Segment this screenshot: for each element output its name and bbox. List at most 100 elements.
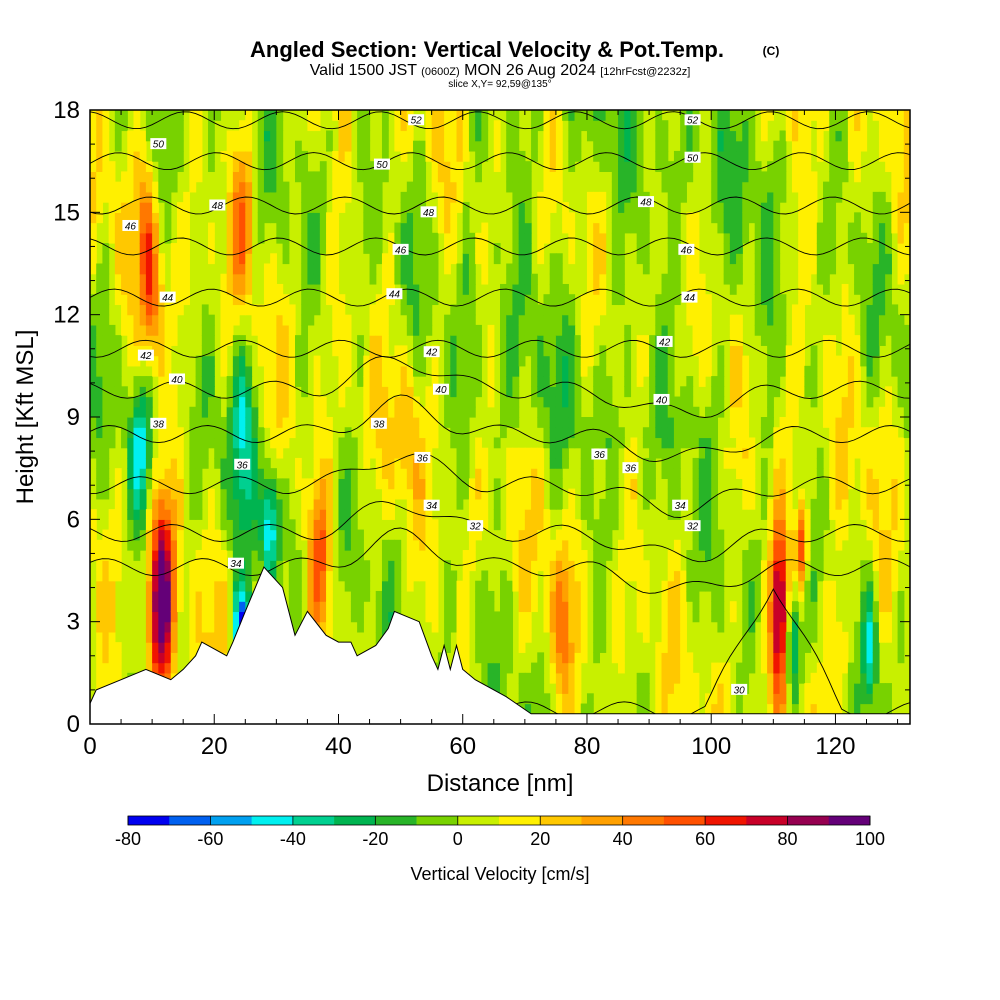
velocity-cell (381, 498, 389, 510)
velocity-cell (673, 652, 681, 664)
velocity-cell (263, 386, 271, 398)
velocity-cell (319, 601, 327, 613)
velocity-cell (456, 263, 464, 275)
velocity-cell (363, 386, 371, 398)
velocity-cell (388, 550, 395, 561)
velocity-cell (170, 488, 178, 500)
velocity-cell (226, 130, 234, 142)
velocity-cell (481, 222, 489, 234)
velocity-cell (239, 509, 246, 520)
velocity-cell (698, 447, 706, 459)
velocity-cell (555, 253, 563, 265)
velocity-cell (711, 376, 719, 387)
velocity-cell (549, 273, 557, 285)
velocity-cell (220, 283, 228, 295)
velocity-cell (518, 631, 526, 643)
velocity-cell (208, 324, 215, 336)
velocity-cell (624, 324, 632, 336)
velocity-cell (189, 570, 197, 582)
velocity-cell (195, 171, 203, 183)
velocity-cell (798, 672, 805, 684)
velocity-cell (512, 386, 520, 398)
velocity-cell (854, 120, 861, 132)
velocity-cell (493, 642, 501, 653)
velocity-cell (611, 120, 619, 132)
velocity-cell (686, 427, 694, 439)
velocity-cell (456, 150, 464, 162)
velocity-cell (419, 529, 427, 541)
velocity-cell (661, 590, 669, 602)
velocity-cell (506, 590, 514, 602)
velocity-cell (624, 550, 632, 561)
velocity-cell (201, 580, 209, 592)
velocity-cell (506, 519, 514, 531)
velocity-cell (717, 570, 725, 582)
velocity-cell (170, 171, 178, 183)
velocity-cell (872, 283, 880, 295)
velocity-cell (114, 519, 122, 531)
velocity-cell (257, 110, 265, 121)
velocity-cell (431, 110, 439, 121)
velocity-cell (456, 335, 464, 346)
velocity-cell (326, 140, 333, 152)
velocity-cell (381, 447, 389, 459)
velocity-cell (208, 417, 215, 428)
velocity-cell (804, 171, 812, 183)
velocity-cell (158, 642, 166, 653)
velocity-cell (860, 294, 868, 306)
velocity-cell (251, 324, 259, 336)
velocity-cell (580, 498, 588, 510)
velocity-cell (549, 611, 557, 623)
velocity-cell (226, 376, 234, 387)
velocity-cell (326, 611, 333, 623)
velocity-cell (183, 191, 190, 203)
velocity-cell (96, 417, 104, 428)
velocity-cell (611, 161, 619, 172)
velocity-cell (841, 396, 849, 408)
velocity-cell (468, 406, 476, 418)
velocity-cell (847, 222, 855, 234)
velocity-cell (555, 376, 563, 387)
velocity-cell (357, 611, 364, 623)
velocity-cell (226, 140, 234, 152)
velocity-cell (239, 365, 246, 377)
velocity-cell (618, 427, 625, 439)
velocity-cell (114, 488, 122, 500)
velocity-cell (189, 590, 197, 602)
velocity-cell (108, 672, 116, 684)
velocity-cell (599, 140, 607, 152)
velocity-cell (251, 457, 259, 469)
velocity-cell (549, 427, 557, 439)
velocity-cell (574, 110, 582, 121)
velocity-cell (263, 560, 271, 572)
velocity-cell (468, 376, 476, 387)
velocity-cell (673, 232, 681, 244)
velocity-cell (531, 509, 538, 520)
velocity-cell (251, 406, 259, 418)
velocity-cell (829, 642, 837, 653)
velocity-cell (257, 519, 265, 531)
velocity-cell (145, 396, 153, 408)
velocity-cell (475, 376, 482, 387)
velocity-cell (332, 171, 340, 183)
velocity-cell (779, 345, 787, 357)
velocity-cell (158, 488, 166, 500)
velocity-cell (798, 202, 805, 213)
velocity-cell (823, 672, 830, 684)
velocity-cell (245, 283, 253, 295)
velocity-cell (164, 550, 172, 561)
velocity-cell (767, 202, 774, 213)
velocity-cell (500, 324, 507, 336)
velocity-cell (885, 539, 892, 551)
velocity-cell (841, 519, 849, 531)
velocity-cell (245, 570, 253, 582)
velocity-cell (270, 468, 277, 479)
velocity-cell (823, 283, 830, 295)
velocity-cell (295, 570, 302, 582)
velocity-cell (692, 550, 700, 561)
velocity-cell (288, 355, 296, 367)
velocity-cell (562, 222, 569, 234)
velocity-cell (158, 273, 166, 285)
velocity-cell (338, 570, 346, 582)
velocity-cell (580, 457, 588, 469)
